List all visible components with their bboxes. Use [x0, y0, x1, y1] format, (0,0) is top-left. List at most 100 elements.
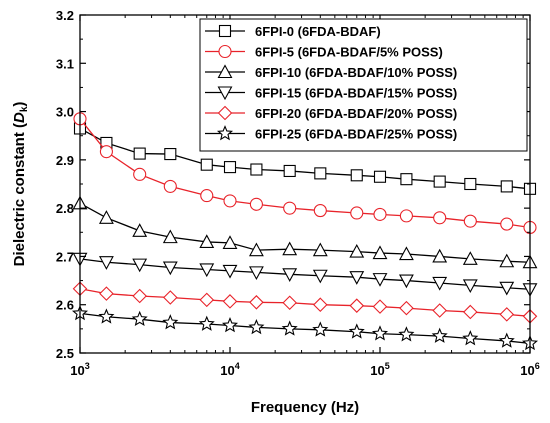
data-point	[133, 167, 147, 181]
data-point	[283, 164, 296, 178]
data-point	[200, 158, 213, 171]
y-tick-label: 3.2	[56, 8, 74, 23]
data-point	[349, 271, 365, 285]
data-point	[163, 290, 178, 305]
data-point	[198, 315, 215, 331]
data-point	[463, 214, 477, 228]
data-point	[500, 180, 513, 193]
series-line-0	[79, 127, 531, 190]
data-point	[98, 210, 114, 224]
legend-marker	[218, 44, 232, 59]
data-point	[249, 295, 264, 310]
y-tick-label: 2.6	[56, 298, 74, 313]
y-axis-title-suffix: )	[11, 102, 28, 107]
x-tick-label: 103	[70, 361, 89, 378]
data-point	[372, 299, 388, 314]
legend-marker	[217, 105, 233, 121]
data-point	[132, 223, 148, 237]
y-tick-label: 3.0	[56, 105, 74, 120]
data-point	[221, 317, 239, 333]
legend-label: 6FPI-0 (6FDA-BDAF)	[255, 24, 381, 39]
data-point	[162, 314, 179, 330]
series-line-5	[79, 312, 531, 344]
data-point	[282, 268, 298, 282]
legend-item-3: 6FPI-15 (6FDA-BDAF/15% POSS)	[205, 86, 457, 101]
data-point	[350, 169, 363, 182]
data-point	[99, 286, 114, 301]
x-tick-label: 104	[220, 361, 239, 378]
data-point	[222, 264, 238, 279]
data-point	[283, 201, 297, 215]
data-point	[98, 256, 114, 270]
data-point	[312, 269, 328, 284]
data-point	[248, 242, 264, 257]
series-2	[72, 195, 538, 269]
data-point	[398, 246, 414, 261]
data-point	[98, 308, 115, 324]
series-line-3	[79, 258, 531, 290]
y-axis-title: Dielectric constant (Dk)	[11, 102, 30, 267]
data-point	[133, 147, 146, 160]
data-point	[312, 321, 329, 337]
data-point	[399, 209, 413, 223]
legend-marker	[217, 86, 233, 101]
legend-item-2: 6FPI-10 (6FDA-BDAF/10% POSS)	[205, 64, 457, 80]
data-point	[372, 273, 388, 287]
data-point	[162, 261, 178, 276]
data-point	[349, 243, 365, 258]
x-tick-label: 105	[370, 361, 389, 378]
data-point	[199, 292, 215, 308]
data-point	[373, 207, 387, 221]
legend-item-0: 6FPI-0 (6FDA-BDAF)	[205, 24, 381, 39]
data-point	[499, 307, 515, 322]
data-point	[499, 281, 515, 296]
data-point	[431, 327, 448, 343]
legend-item-4: 6FPI-20 (6FDA-BDAF/20% POSS)	[205, 105, 457, 121]
data-point	[248, 318, 265, 335]
legend: 6FPI-0 (6FDA-BDAF) 6FPI-5 (6FDA-BDAF/5% P…	[199, 18, 528, 152]
legend-label: 6FPI-25 (6FDA-BDAF/25% POSS)	[255, 127, 457, 142]
y-tick-label: 2.7	[56, 249, 74, 264]
data-point	[313, 297, 328, 312]
legend-item-5: 6FPI-25 (6FDA-BDAF/25% POSS)	[205, 125, 457, 142]
data-point	[432, 303, 447, 318]
series-line-4	[79, 288, 531, 317]
x-tick-label: 106	[520, 361, 539, 378]
series-layer	[71, 112, 539, 351]
data-point	[222, 294, 238, 309]
data-point	[371, 325, 389, 341]
data-point	[400, 173, 413, 186]
data-point	[282, 241, 298, 256]
data-point	[349, 298, 365, 313]
data-point	[462, 279, 478, 294]
data-point	[248, 266, 264, 281]
data-point	[373, 170, 387, 183]
data-point	[498, 332, 515, 348]
axis-ticks: 2.5 2.6 2.7 2.8 2.9 3.0 3.1 3.2 103 104 105 106	[56, 8, 540, 378]
data-point	[313, 204, 327, 218]
data-point	[223, 194, 237, 208]
series-line-1	[79, 118, 531, 229]
data-point	[200, 189, 214, 203]
y-axis-title-symbol: D	[11, 112, 28, 123]
y-tick-label: 2.8	[56, 201, 74, 216]
data-point	[223, 161, 237, 174]
series-4	[72, 281, 538, 324]
data-point	[132, 288, 147, 304]
y-tick-label: 3.1	[56, 56, 74, 71]
data-point	[163, 179, 177, 193]
data-point	[433, 175, 446, 188]
data-point	[500, 217, 514, 231]
data-point	[348, 323, 365, 339]
legend-label: 6FPI-10 (6FDA-BDAF/10% POSS)	[255, 65, 457, 80]
data-point	[399, 300, 414, 316]
data-point	[372, 245, 388, 260]
data-point	[462, 251, 478, 265]
legend-label: 6FPI-20 (6FDA-BDAF/20% POSS)	[255, 106, 457, 121]
data-point	[398, 326, 415, 342]
data-point	[432, 276, 448, 291]
legend-label: 6FPI-5 (6FDA-BDAF/5% POSS)	[255, 45, 443, 60]
data-point	[131, 310, 148, 327]
y-axis-title-prefix: Dielectric constant (	[11, 123, 28, 266]
